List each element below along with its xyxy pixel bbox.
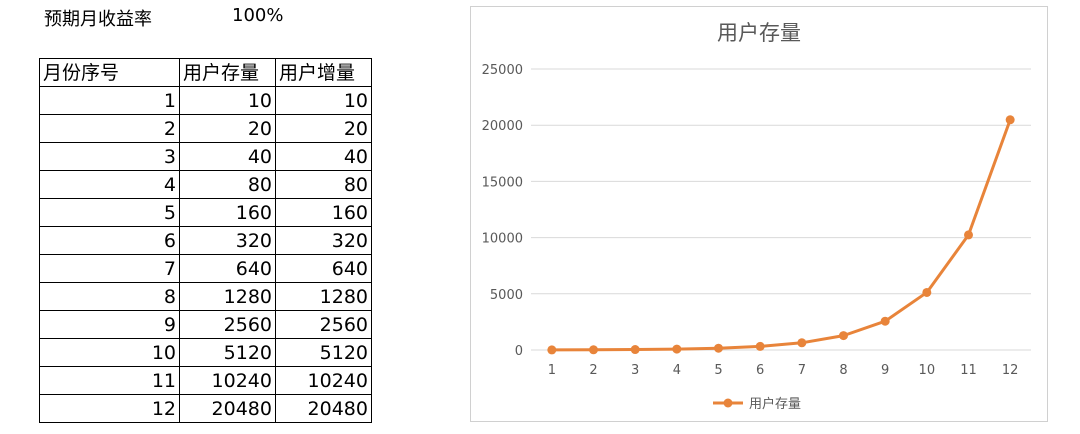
table-row: 12 20480 20480: [39, 394, 372, 423]
x-tick-label: 12: [1002, 363, 1019, 378]
table-row: 6 320 320: [39, 226, 372, 255]
data-point: [714, 343, 723, 353]
cell-stock: 320: [179, 226, 276, 255]
cell-stock: 20: [179, 114, 276, 143]
data-point: [797, 338, 807, 348]
y-tick-label: 0: [515, 344, 523, 359]
cell-increment: 20: [275, 114, 372, 143]
chart-panel: 用户存量 0 5000 10000 15000 20000 25000 1 2 3 4 5 6 7 8 9 10…: [470, 6, 1048, 422]
cell-month: 3: [39, 142, 180, 171]
cell-increment: 10: [275, 86, 372, 115]
cell-month: 2: [39, 114, 180, 143]
cell-month: 12: [39, 394, 180, 423]
rate-value: 100%: [232, 5, 284, 26]
data-point: [839, 331, 848, 341]
rate-label: 预期月收益率: [44, 9, 152, 30]
x-tick-label: 3: [631, 363, 639, 378]
cell-increment: 80: [275, 170, 372, 199]
cell-month: 11: [39, 366, 180, 395]
data-point: [589, 345, 598, 355]
data-point: [755, 341, 765, 351]
x-tick-label: 11: [960, 363, 977, 378]
y-tick-label: 15000: [482, 175, 523, 190]
cell-stock: 1280: [179, 282, 276, 311]
table-row: 2 20 20: [39, 114, 372, 143]
cell-stock: 80: [179, 170, 276, 199]
series-line: [551, 119, 1012, 352]
x-tick-label: 1: [548, 363, 556, 378]
cell-month: 5: [39, 198, 180, 227]
cell-increment: 40: [275, 142, 372, 171]
y-tick-label: 20000: [482, 119, 523, 134]
cell-stock: 160: [179, 198, 276, 227]
table-row: 8 1280 1280: [39, 282, 372, 311]
cell-month: 8: [39, 282, 180, 311]
table-header-row: 月份序号 用户存量 用户增量: [39, 58, 372, 87]
table-row: 3 40 40: [39, 142, 372, 171]
cell-stock: 10: [179, 86, 276, 115]
table-row: 4 80 80: [39, 170, 372, 199]
cell-month: 1: [39, 86, 180, 115]
table-row: 7 640 640: [39, 254, 372, 283]
cell-stock: 5120: [179, 338, 276, 367]
header-stock: 用户存量: [179, 58, 276, 87]
x-tick-label: 10: [919, 363, 936, 378]
cell-increment: 640: [275, 254, 372, 283]
data-point: [1005, 115, 1015, 125]
cell-increment: 10240: [275, 366, 372, 395]
cell-increment: 5120: [275, 338, 372, 367]
growth-table: 月份序号 用户存量 用户增量 1 10 10 2 20 20 3 40 40 4…: [39, 58, 372, 423]
table-row: 10 5120 5120: [39, 338, 372, 367]
cell-month: 7: [39, 254, 180, 283]
table-row: 5 160 160: [39, 198, 372, 227]
y-tick-label: 25000: [482, 63, 523, 78]
data-point: [964, 230, 973, 240]
x-tick-label: 9: [881, 363, 889, 378]
cell-stock: 20480: [179, 394, 276, 423]
data-point: [672, 344, 682, 354]
x-tick-label: 4: [673, 363, 681, 378]
chart-title: 用户存量: [717, 21, 801, 45]
header-month: 月份序号: [39, 58, 180, 87]
cell-stock: 40: [179, 142, 276, 171]
header-increment: 用户增量: [275, 58, 372, 87]
x-tick-label: 5: [714, 363, 722, 378]
cell-stock: 2560: [179, 310, 276, 339]
data-point: [880, 316, 890, 326]
legend-label: 用户存量: [749, 396, 801, 412]
data-point: [922, 287, 932, 297]
cell-increment: 160: [275, 198, 372, 227]
table-row: 11 10240 10240: [39, 366, 372, 395]
cell-stock: 10240: [179, 366, 276, 395]
x-tick-label: 8: [839, 363, 847, 378]
x-tick-label: 7: [798, 363, 806, 378]
cell-increment: 2560: [275, 310, 372, 339]
cell-increment: 320: [275, 226, 372, 255]
cell-month: 10: [39, 338, 180, 367]
cell-increment: 1280: [275, 282, 372, 311]
y-tick-label: 5000: [490, 288, 523, 303]
data-point: [547, 345, 557, 355]
cell-month: 6: [39, 226, 180, 255]
cell-stock: 640: [179, 254, 276, 283]
data-point: [630, 345, 640, 355]
cell-month: 4: [39, 170, 180, 199]
cell-month: 9: [39, 310, 180, 339]
y-tick-label: 10000: [482, 232, 523, 247]
x-tick-label: 2: [589, 363, 597, 378]
legend-marker: [723, 398, 733, 408]
x-tick-label: 6: [756, 363, 764, 378]
table-row: 9 2560 2560: [39, 310, 372, 339]
table-row: 1 10 10: [39, 86, 372, 115]
cell-increment: 20480: [275, 394, 372, 423]
